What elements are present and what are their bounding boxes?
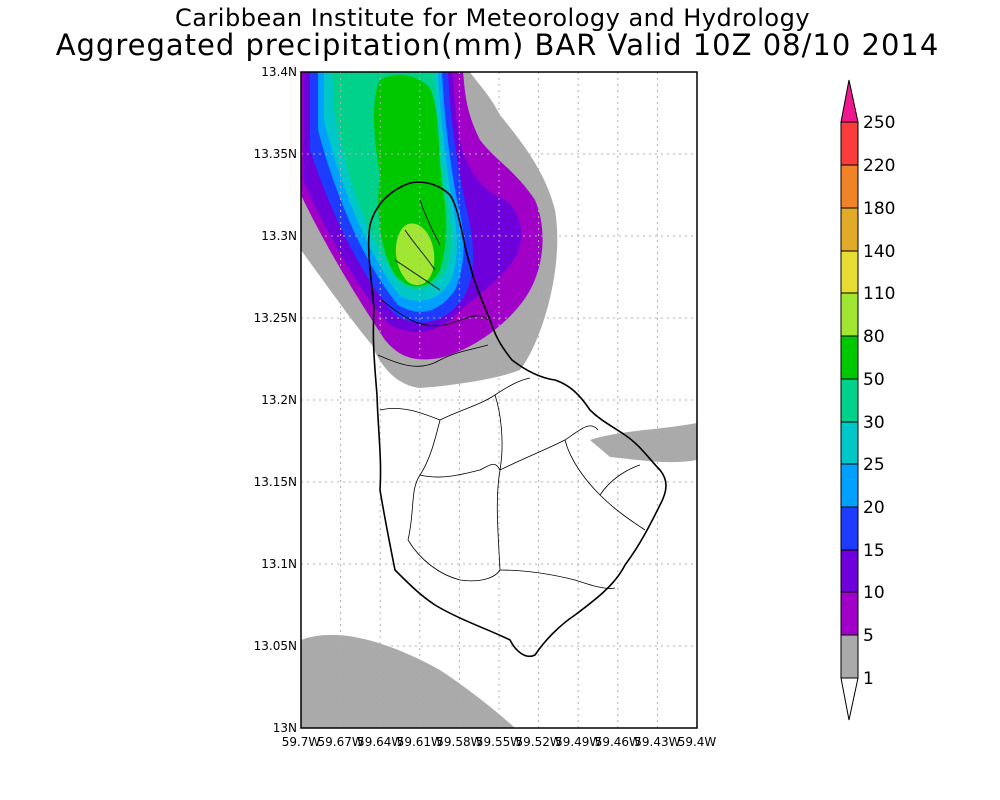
colorbar-swatch <box>840 250 859 294</box>
colorbar-label: 50 <box>863 370 885 390</box>
colorbar-label: 180 <box>863 199 895 219</box>
colorbar-swatch <box>840 164 859 209</box>
island-outline <box>367 181 667 658</box>
colorbar-swatch <box>840 463 859 508</box>
precip-band-80mm <box>395 223 435 286</box>
colorbar <box>840 79 859 721</box>
institution-title: Caribbean Institute for Meteorology and … <box>174 4 811 32</box>
lat-label: 13.25N <box>254 311 297 325</box>
lat-label: 13N <box>273 721 297 735</box>
lon-label: 59.64W <box>357 735 403 749</box>
colorbar-label: 15 <box>863 541 885 561</box>
colorbar-top-arrow <box>840 79 859 123</box>
precip-band-1mm-east <box>590 423 697 463</box>
lat-label: 13.05N <box>254 639 297 653</box>
lat-label: 13.35N <box>254 147 297 161</box>
colorbar-swatch <box>840 335 859 380</box>
lon-label: 59.55W <box>476 735 522 749</box>
colorbar-bottom-arrow <box>840 677 859 721</box>
lat-label: 13.4N <box>261 65 297 79</box>
precip-band-1mm-south <box>301 634 515 728</box>
colorbar-label: 80 <box>863 327 885 347</box>
colorbar-swatch <box>840 634 859 679</box>
colorbar-label: 10 <box>863 583 885 603</box>
colorbar-swatch <box>840 506 859 551</box>
lon-label: 59.43W <box>634 735 680 749</box>
colorbar-swatch <box>840 292 859 337</box>
colorbar-labels: 250 220 180 140 110 80 50 30 25 20 15 10… <box>863 113 895 689</box>
lat-label: 13.15N <box>254 475 297 489</box>
map-frame <box>300 71 698 729</box>
lat-label: 13.1N <box>261 557 297 571</box>
colorbar-swatch <box>840 121 859 166</box>
colorbar-label: 20 <box>863 498 885 518</box>
colorbar-label: 140 <box>863 242 895 262</box>
colorbar-swatch <box>840 421 859 465</box>
colorbar-label: 220 <box>863 156 895 176</box>
colorbar-label: 25 <box>863 455 885 475</box>
colorbar-label: 110 <box>863 284 895 304</box>
longitude-axis: 59.7W 59.67W 59.64W 59.61W 59.58W 59.55W… <box>282 735 717 749</box>
colorbar-label: 5 <box>863 626 874 646</box>
lon-label: 59.58W <box>436 735 482 749</box>
parish-boundaries <box>377 199 646 589</box>
product-title: Aggregated precipitation(mm) BAR Valid 1… <box>55 28 940 62</box>
colorbar-swatch <box>840 378 859 423</box>
latitude-axis: 13.4N 13.35N 13.3N 13.25N 13.2N 13.15N 1… <box>254 65 297 735</box>
colorbar-swatch <box>840 591 859 636</box>
lat-label: 13.2N <box>261 393 297 407</box>
lon-label: 59.7W <box>282 735 321 749</box>
precip-field <box>301 72 697 728</box>
colorbar-swatch <box>840 207 859 252</box>
colorbar-label: 250 <box>863 113 895 133</box>
colorbar-swatch <box>840 549 859 593</box>
precip-band-50mm <box>374 74 447 287</box>
lon-label: 59.46W <box>595 735 641 749</box>
lon-label: 59.4W <box>678 735 717 749</box>
lon-label: 59.52W <box>515 735 561 749</box>
colorbar-label: 1 <box>863 669 874 689</box>
colorbar-label: 30 <box>863 413 885 433</box>
lon-label: 59.49W <box>555 735 601 749</box>
lon-label: 59.61W <box>397 735 443 749</box>
lon-label: 59.67W <box>317 735 363 749</box>
lat-label: 13.3N <box>261 229 297 243</box>
